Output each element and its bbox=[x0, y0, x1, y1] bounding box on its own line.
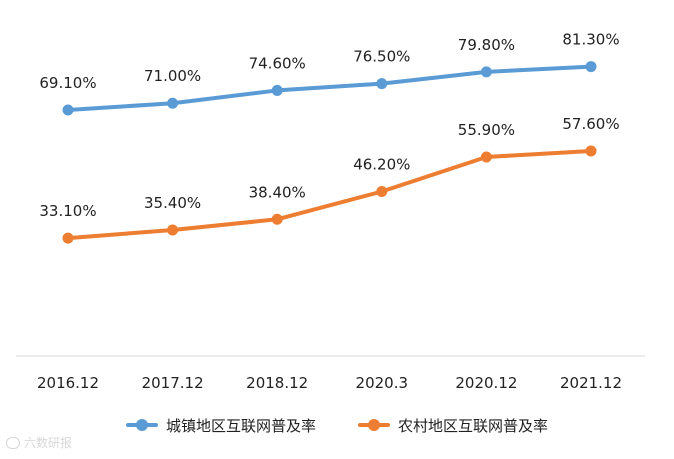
legend-dot-rural bbox=[368, 419, 380, 431]
data-label-rural: 57.60% bbox=[562, 115, 619, 133]
data-point-rural bbox=[167, 224, 179, 236]
x-tick-label: 2017.12 bbox=[142, 374, 204, 392]
data-point-urban bbox=[167, 97, 179, 109]
data-label-rural: 33.10% bbox=[39, 202, 96, 220]
data-point-rural bbox=[62, 232, 74, 244]
data-label-urban: 79.80% bbox=[458, 36, 515, 54]
data-point-rural bbox=[271, 213, 283, 225]
data-label-urban: 74.60% bbox=[249, 54, 306, 72]
data-label-urban: 76.50% bbox=[353, 48, 410, 66]
data-point-rural bbox=[376, 186, 388, 198]
data-label-urban: 69.10% bbox=[39, 74, 96, 92]
data-label-urban: 71.00% bbox=[144, 67, 201, 85]
watermark: 六数研报 bbox=[6, 434, 72, 451]
x-tick-label: 2020.3 bbox=[356, 374, 409, 392]
data-point-urban bbox=[62, 104, 74, 116]
x-tick-label: 2020.12 bbox=[455, 374, 517, 392]
data-label-rural: 46.20% bbox=[353, 156, 410, 174]
legend-item-urban[interactable]: 城镇地区互联网普及率 bbox=[125, 415, 316, 436]
x-tick-label: 2018.12 bbox=[246, 374, 308, 392]
data-label-urban: 81.30% bbox=[562, 31, 619, 49]
data-point-urban bbox=[376, 78, 388, 90]
series-line-rural bbox=[66, 148, 593, 241]
data-label-rural: 35.40% bbox=[144, 194, 201, 212]
x-tick-label: 2021.12 bbox=[560, 374, 622, 392]
legend-swatch-rural bbox=[358, 419, 390, 431]
data-point-rural bbox=[480, 151, 492, 163]
series-line-urban bbox=[66, 64, 593, 113]
x-tick-label: 2016.12 bbox=[37, 374, 99, 392]
legend-label-urban: 城镇地区互联网普及率 bbox=[165, 416, 316, 435]
data-label-rural: 38.40% bbox=[249, 183, 306, 201]
watermark-logo-icon bbox=[6, 436, 20, 449]
data-point-urban bbox=[480, 66, 492, 78]
chart-legend: 城镇地区互联网普及率 农村地区互联网普及率 bbox=[0, 414, 674, 436]
watermark-text: 六数研报 bbox=[24, 436, 73, 450]
data-point-urban bbox=[585, 61, 597, 73]
line-chart: 2016.12 2017.12 2018.12 2020.3 2020.12 2021.1… bbox=[16, 31, 645, 392]
data-point-urban bbox=[271, 84, 283, 96]
legend-dot-urban bbox=[135, 419, 148, 431]
data-point-rural bbox=[585, 145, 597, 157]
data-label-rural: 55.90% bbox=[458, 121, 515, 139]
legend-swatch-urban bbox=[125, 419, 158, 431]
legend-item-rural[interactable]: 农村地区互联网普及率 bbox=[358, 415, 548, 436]
legend-label-rural: 农村地区互联网普及率 bbox=[398, 416, 549, 435]
